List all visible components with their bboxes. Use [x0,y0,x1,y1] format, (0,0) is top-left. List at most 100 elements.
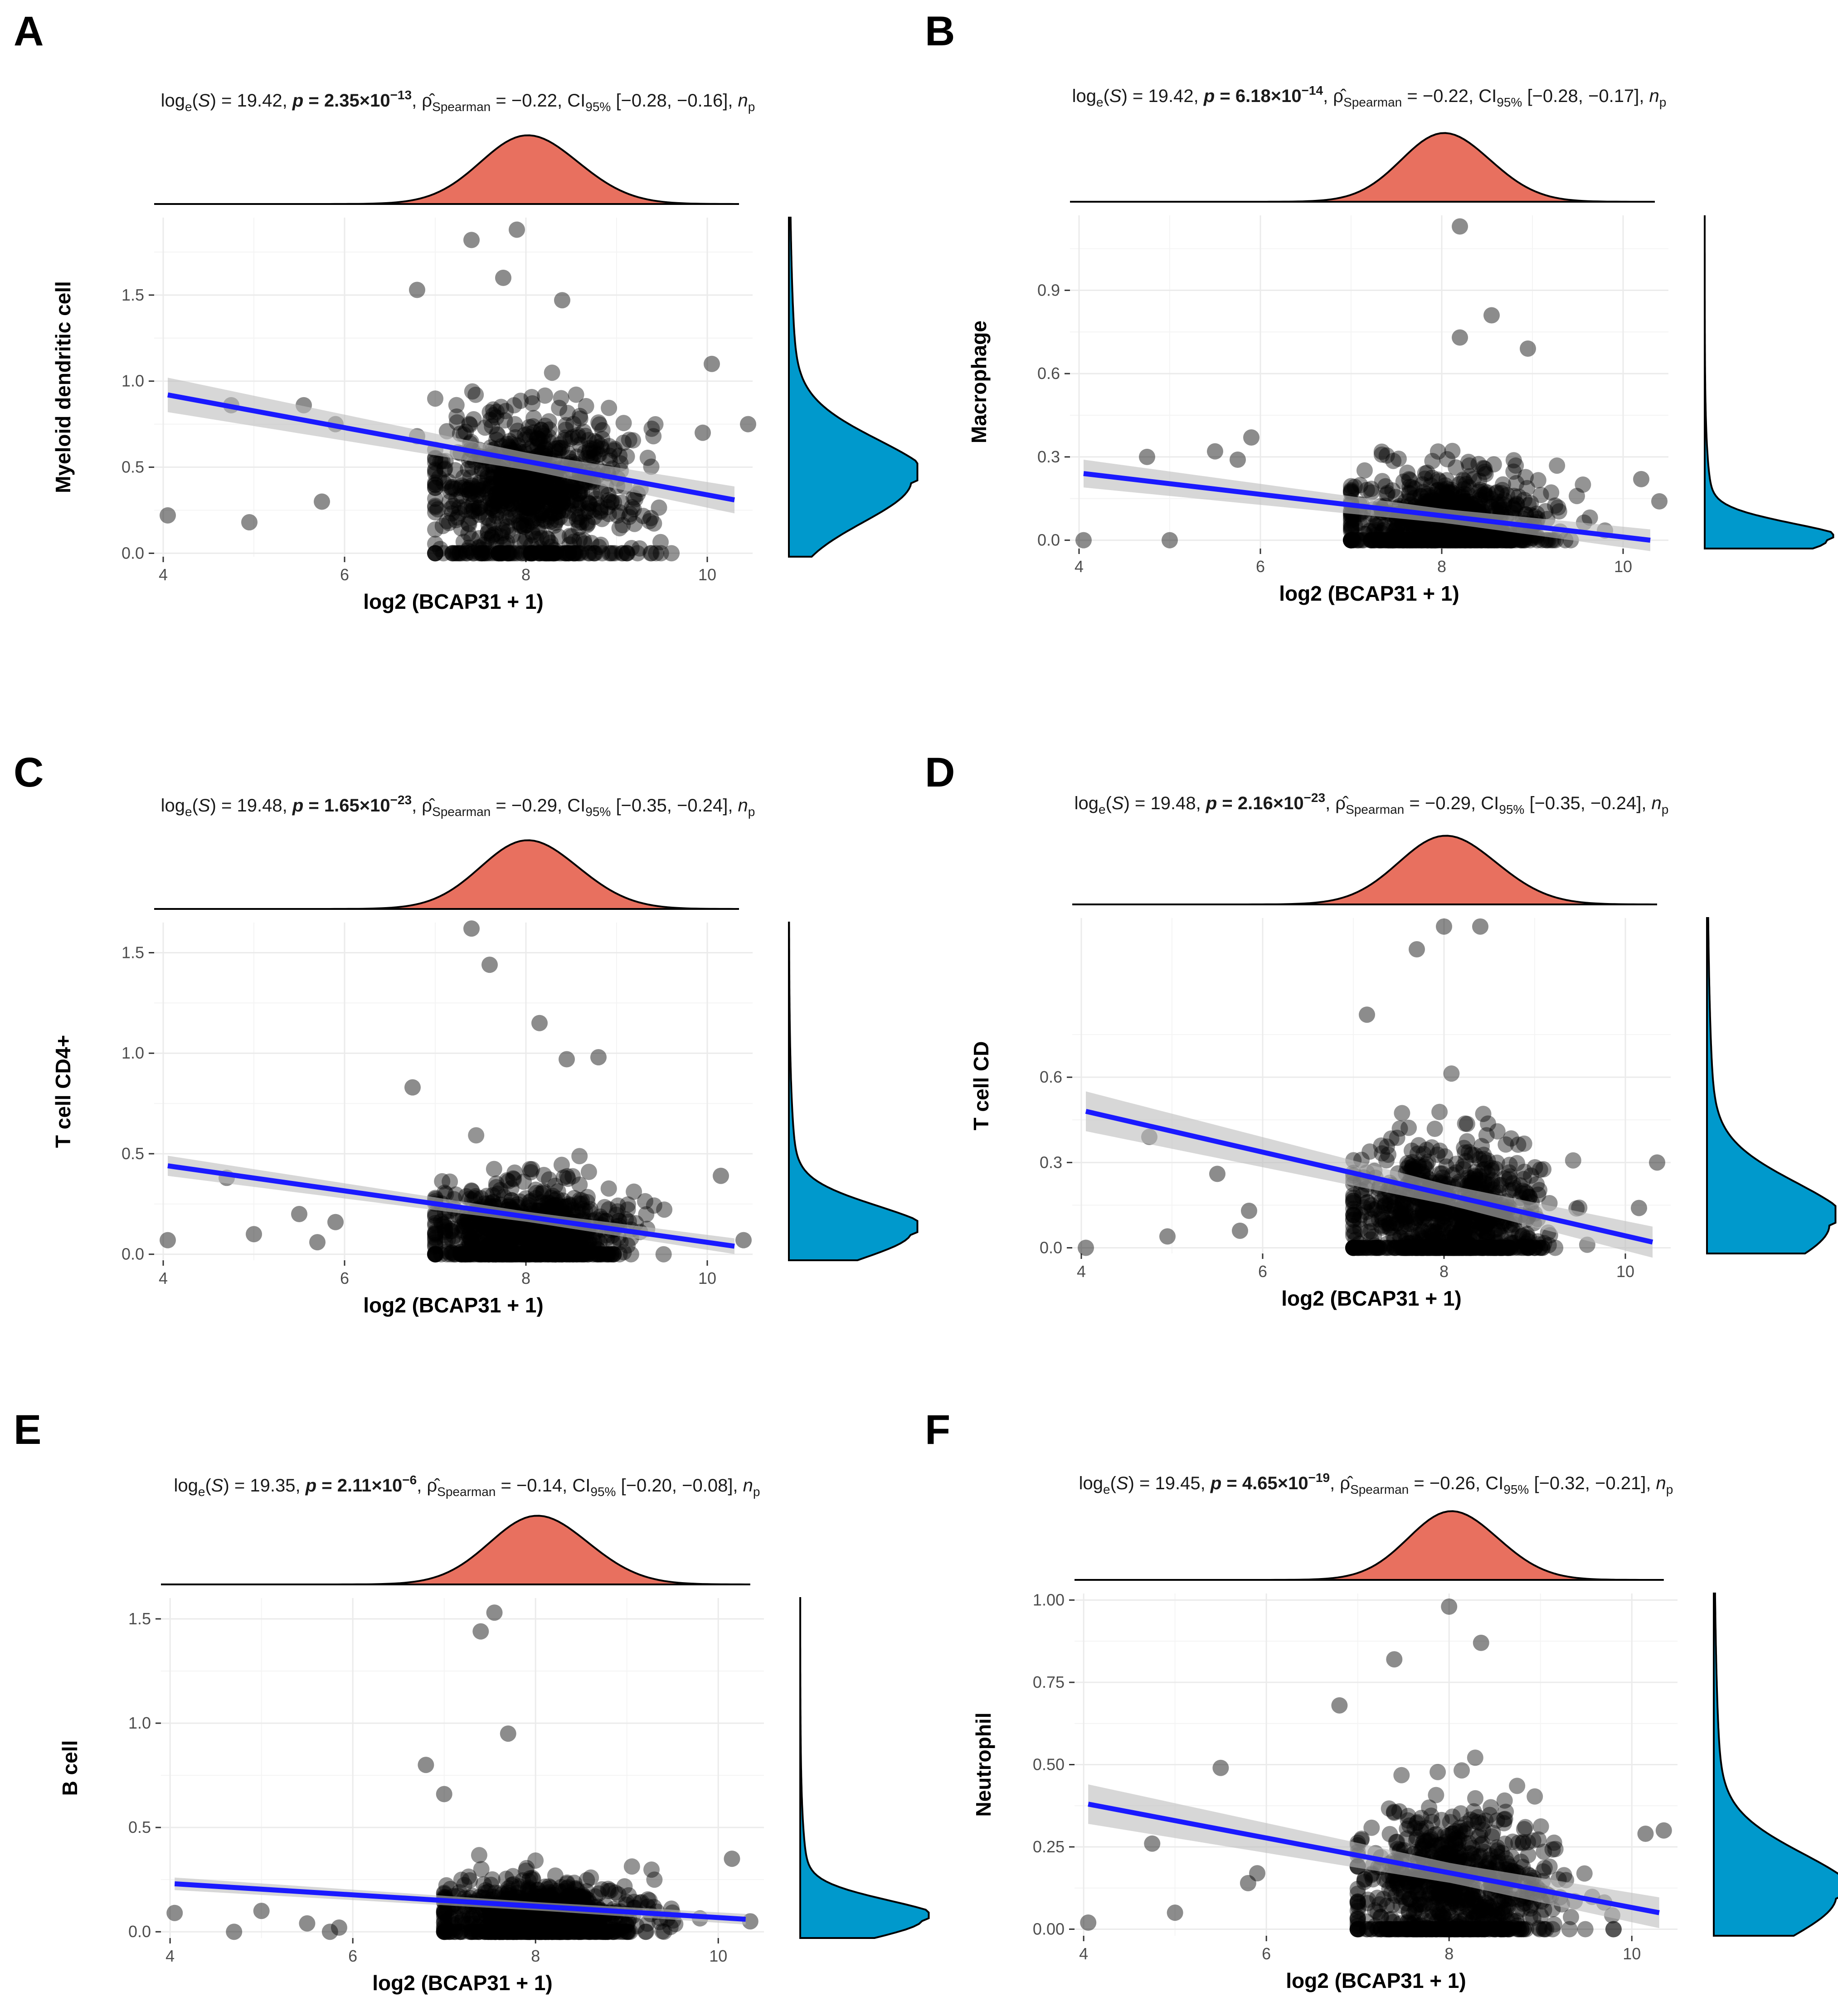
point [1569,488,1585,505]
point [560,545,577,562]
y-axis-label: T cell CD4+ [51,1035,75,1148]
point [542,545,559,562]
x-tick-label: 6 [348,1947,357,1965]
point [498,478,515,495]
point [506,1924,523,1940]
point [635,508,652,525]
point [499,545,515,562]
point [1633,471,1649,487]
point [532,1185,549,1202]
y-tick-label: 0.5 [128,1818,151,1836]
point [467,1238,483,1255]
point [472,474,488,491]
point [547,485,564,501]
point [601,399,618,416]
point [1509,1778,1526,1794]
point [451,545,468,562]
point [648,545,665,562]
point [561,1246,578,1263]
point [452,425,468,442]
x-axis-label: log2 (BCAP31 + 1) [1279,582,1459,605]
point [526,494,543,511]
point [1461,457,1478,474]
point [431,470,447,486]
point [550,442,567,459]
point [616,1878,633,1895]
point [1516,1163,1533,1180]
point [432,541,448,557]
x-tick-label: 4 [165,1947,175,1965]
point [623,1858,640,1875]
point [646,1871,663,1888]
point [465,545,481,562]
point [427,499,443,515]
point [1345,1190,1361,1206]
point [502,545,519,562]
point [534,499,551,515]
point [160,507,176,524]
point [487,486,504,503]
point [1454,488,1471,505]
point [541,474,558,491]
point [1507,1234,1523,1251]
point [639,449,656,466]
point [618,448,635,465]
x-tick-label: 4 [1077,1262,1086,1281]
point [502,474,519,491]
x-tick-label: 10 [1616,1262,1634,1281]
point [591,446,608,463]
point [561,536,578,553]
point [522,1881,538,1898]
point [472,545,489,562]
x-tick-label: 8 [521,1269,530,1287]
point [590,1049,607,1066]
point [501,484,518,500]
point [448,397,465,413]
point [601,452,618,469]
x-axis-label: log2 (BCAP31 + 1) [1281,1287,1462,1310]
point [590,539,607,555]
point [740,416,756,432]
point [547,497,564,514]
point [1520,340,1536,357]
point [583,1869,599,1886]
point [1472,918,1488,935]
point [466,545,482,562]
point [471,506,487,523]
point [521,545,538,562]
y-tick-label: 0.5 [122,1144,144,1163]
point [495,537,512,554]
point [549,440,566,457]
point [611,504,628,521]
point [459,542,476,559]
point [452,545,468,562]
point [1440,484,1457,500]
point [570,486,587,502]
point [504,483,521,500]
point [498,486,515,503]
x-tick-label: 4 [159,1269,168,1287]
point [1343,532,1359,549]
point [512,495,529,512]
point [486,1161,502,1177]
point [472,504,489,520]
point [504,527,521,544]
point [518,530,535,546]
panel-letter: F [925,1407,950,1453]
point [655,1246,672,1263]
point [532,472,549,489]
x-axis-label: log2 (BCAP31 + 1) [1286,1969,1466,1992]
point [565,545,582,562]
point [585,501,602,518]
x-density [161,1515,750,1585]
point [533,473,549,490]
y-tick-label: 0.0 [128,1922,151,1941]
point [1356,462,1373,479]
point [523,545,540,562]
point [1343,478,1359,495]
point [554,494,571,510]
point [565,480,582,497]
point [1363,481,1380,497]
panel-letter: D [925,749,955,796]
